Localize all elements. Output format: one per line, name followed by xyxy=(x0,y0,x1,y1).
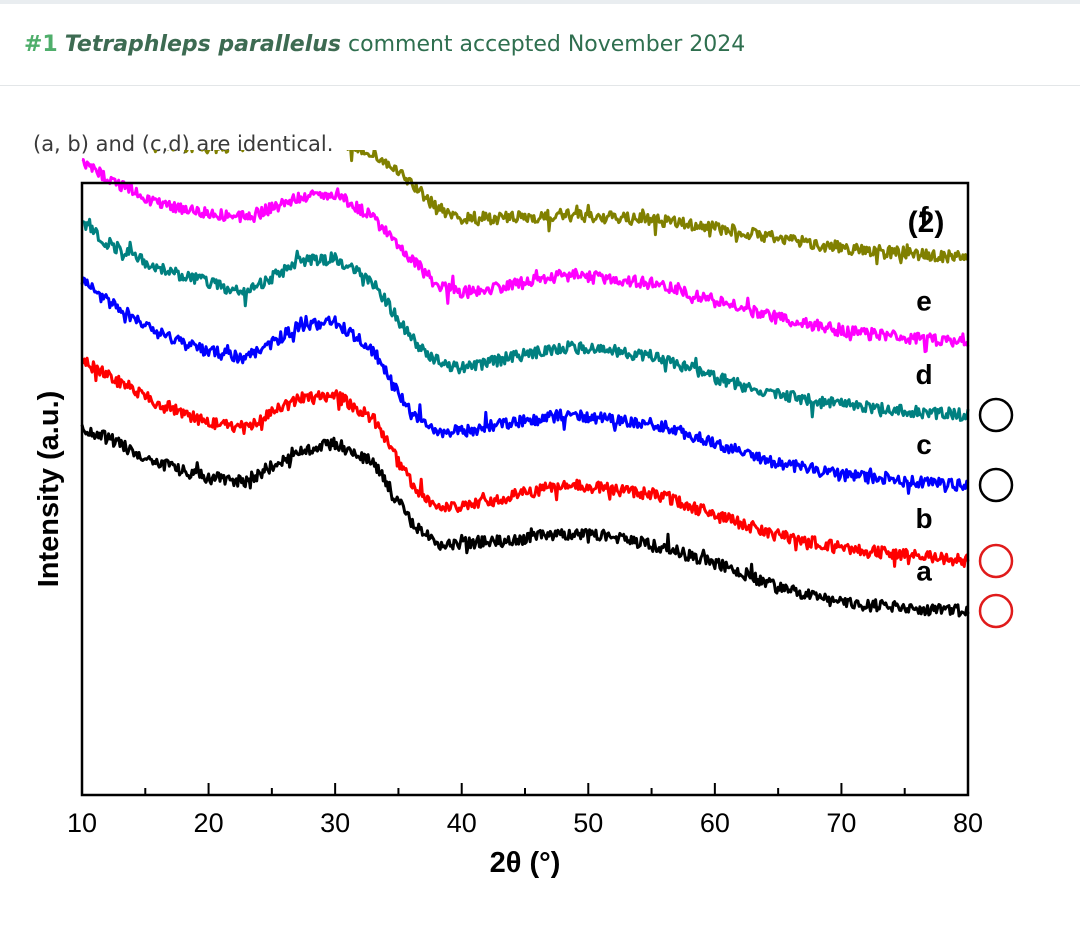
x-tick-label: 50 xyxy=(573,808,603,838)
marker-circle-b xyxy=(978,543,1014,579)
panel-label: (2) xyxy=(908,206,945,239)
marker-circle-d xyxy=(978,397,1014,433)
series-label-c: c xyxy=(916,429,932,460)
x-tick-label: 40 xyxy=(447,808,477,838)
x-tick-label: 10 xyxy=(67,808,97,838)
curves-group: f e d c ba xyxy=(80,150,970,618)
series-line-c xyxy=(80,276,970,495)
marker-circle-c xyxy=(978,467,1014,503)
series-label-a: a xyxy=(916,556,932,587)
series-label-d: d xyxy=(915,359,932,390)
series-line-a xyxy=(80,424,970,618)
series-label-f: f xyxy=(919,201,929,232)
series-label-e: e xyxy=(916,286,932,317)
post-header-line: #1 Tetraphleps parallelus comment accept… xyxy=(24,32,745,57)
x-tick-label: 70 xyxy=(826,808,856,838)
post-header: #1 Tetraphleps parallelus comment accept… xyxy=(0,4,1080,86)
x-ticks: 10 20 30 40 50 60 70 80 xyxy=(67,783,983,838)
x-tick-label: 80 xyxy=(953,808,983,838)
top-bar xyxy=(0,0,1080,4)
y-axis-label: Intensity (a.u.) xyxy=(33,391,65,588)
comment-text: (a, b) and (c,d) are identical. xyxy=(33,132,334,156)
series-line-e xyxy=(81,157,970,354)
x-tick-label: 20 xyxy=(194,808,224,838)
x-tick-label: 30 xyxy=(320,808,350,838)
x-tick-label: 60 xyxy=(700,808,730,838)
species-link[interactable]: Tetraphleps parallelus xyxy=(64,32,342,57)
series-line-d xyxy=(81,217,970,422)
circle-markers xyxy=(978,397,1014,629)
xrd-chart: f e d c ba 10 20 30 40 50 60 70 80 (2) 2θ (°) Inten… xyxy=(33,150,1014,879)
series-line-b xyxy=(80,356,970,568)
series-line-f xyxy=(153,150,969,266)
status-text: comment accepted November 2024 xyxy=(348,32,746,57)
series-label-b: b xyxy=(915,503,932,534)
rank-label: #1 xyxy=(24,32,58,57)
x-axis-label: 2θ (°) xyxy=(490,847,561,879)
marker-circle-a xyxy=(978,593,1014,629)
